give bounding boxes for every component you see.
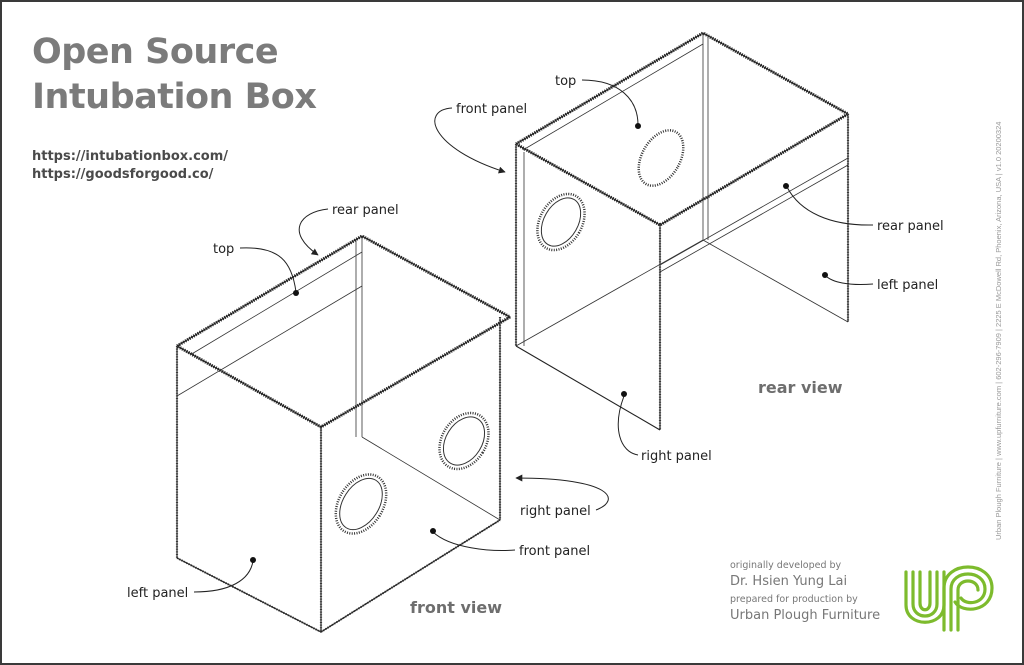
front-view-box bbox=[175, 234, 514, 633]
title-line-2: Intubation Box bbox=[32, 77, 317, 117]
label-front-panel: front panel bbox=[456, 102, 527, 117]
prepared-by-prefix: prepared for production by bbox=[730, 594, 858, 605]
arm-hole bbox=[438, 411, 490, 471]
link-intubationbox[interactable]: https://intubationbox.com/ bbox=[32, 149, 229, 164]
rear-view-annotations: top front panel rear panel left panel ri… bbox=[434, 74, 944, 464]
label-top: top bbox=[213, 242, 234, 257]
front-view-annotations: rear panel top left panel right panel fr… bbox=[127, 203, 609, 617]
caption-rear-view: rear view bbox=[758, 378, 843, 397]
developer-name: Dr. Hsien Yung Lai bbox=[730, 574, 848, 589]
label-left-panel: left panel bbox=[877, 278, 938, 293]
label-right-panel: right panel bbox=[641, 449, 712, 464]
caption-front-view: front view bbox=[410, 598, 502, 617]
arm-hole bbox=[334, 473, 388, 535]
link-goodsforgood[interactable]: https://goodsforgood.co/ bbox=[32, 167, 214, 182]
developed-by-prefix: originally developed by bbox=[730, 560, 842, 571]
page-title: Open Source Intubation Box bbox=[32, 30, 317, 120]
label-top: top bbox=[555, 74, 576, 89]
label-right-panel: right panel bbox=[520, 504, 591, 519]
label-rear-panel: rear panel bbox=[877, 219, 944, 234]
label-front-panel: front panel bbox=[519, 544, 590, 559]
link-list: https://intubationbox.com/ https://goods… bbox=[32, 148, 228, 184]
vertical-info-text: Urban Plough Furniture | www.upfurniture… bbox=[994, 121, 1003, 540]
rear-view-box bbox=[514, 31, 852, 431]
label-left-panel: left panel bbox=[127, 586, 188, 601]
upf-logo-icon bbox=[904, 565, 994, 632]
credits: originally developed by Dr. Hsien Yung L… bbox=[730, 560, 880, 628]
arm-hole bbox=[637, 129, 685, 187]
producer-name: Urban Plough Furniture bbox=[730, 608, 881, 623]
arm-hole bbox=[536, 192, 586, 252]
label-rear-panel: rear panel bbox=[332, 203, 399, 218]
title-line-1: Open Source bbox=[32, 32, 279, 72]
